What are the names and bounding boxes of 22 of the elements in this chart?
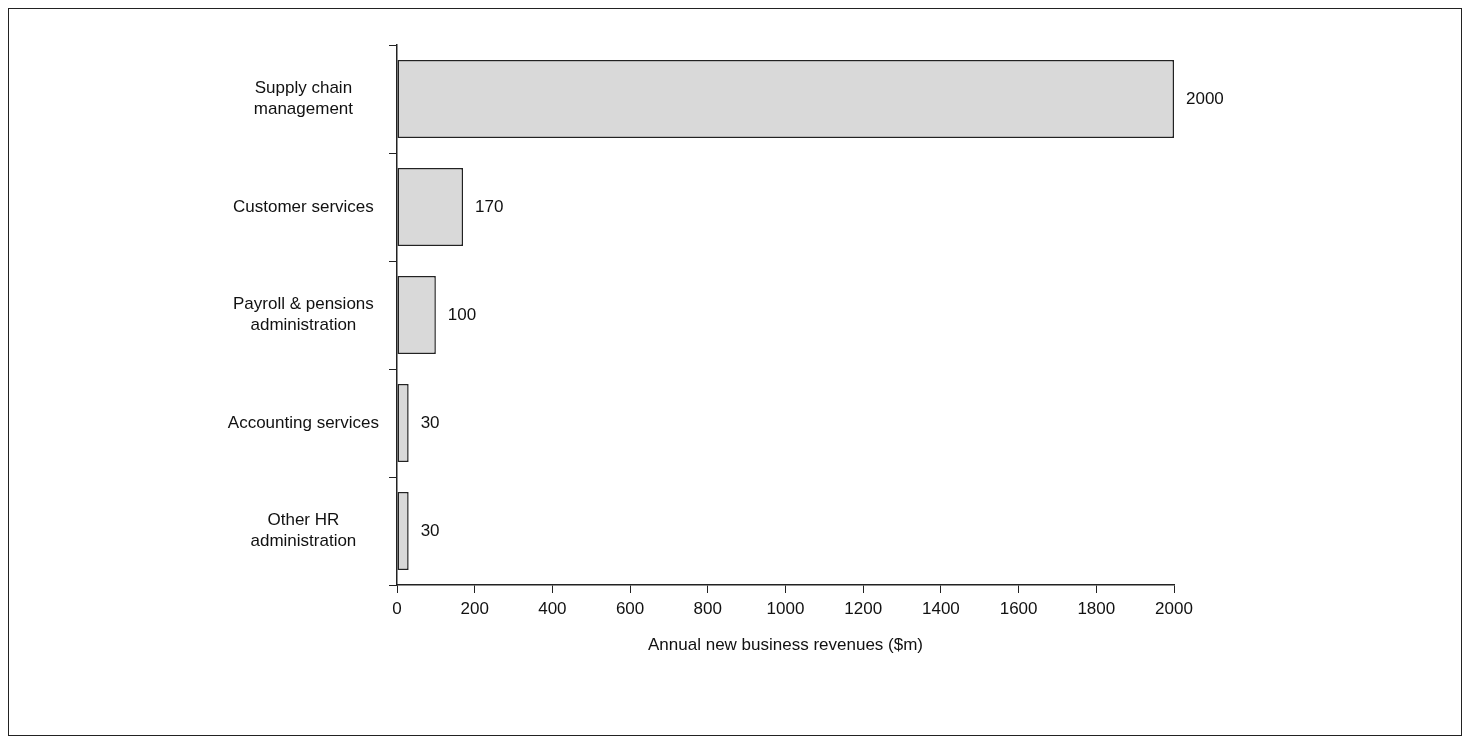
x-axis-title: Annual new business revenues ($m): [648, 635, 923, 655]
y-tick-label: Accounting services: [227, 412, 379, 432]
x-tick-label: 200: [460, 598, 489, 618]
data-label: 30: [420, 520, 440, 540]
x-tick-label: 400: [538, 598, 567, 618]
x-tick-label: 1000: [766, 598, 805, 618]
data-label: 2000: [1186, 88, 1224, 108]
data-label: 170: [475, 196, 504, 216]
x-tick-label: 600: [615, 598, 645, 618]
data-label: 30: [420, 412, 440, 432]
y-tick-label: Other HR administration: [250, 510, 357, 550]
x-tick-label: 1200: [844, 598, 883, 618]
x-tick-label: 1600: [999, 598, 1038, 618]
x-tick-label: 800: [693, 598, 722, 618]
x-tick-label: 1800: [1077, 598, 1116, 618]
y-tick-label: Supply chain management: [253, 78, 354, 118]
x-tick-label: 2000: [1155, 598, 1193, 618]
x-tick-label: 1400: [921, 598, 960, 618]
data-label: 100: [447, 304, 477, 324]
y-tick-label: Payroll & pensions administration: [233, 294, 374, 334]
y-tick-label: Customer services: [233, 196, 374, 216]
x-tick-label: 0: [392, 598, 402, 618]
